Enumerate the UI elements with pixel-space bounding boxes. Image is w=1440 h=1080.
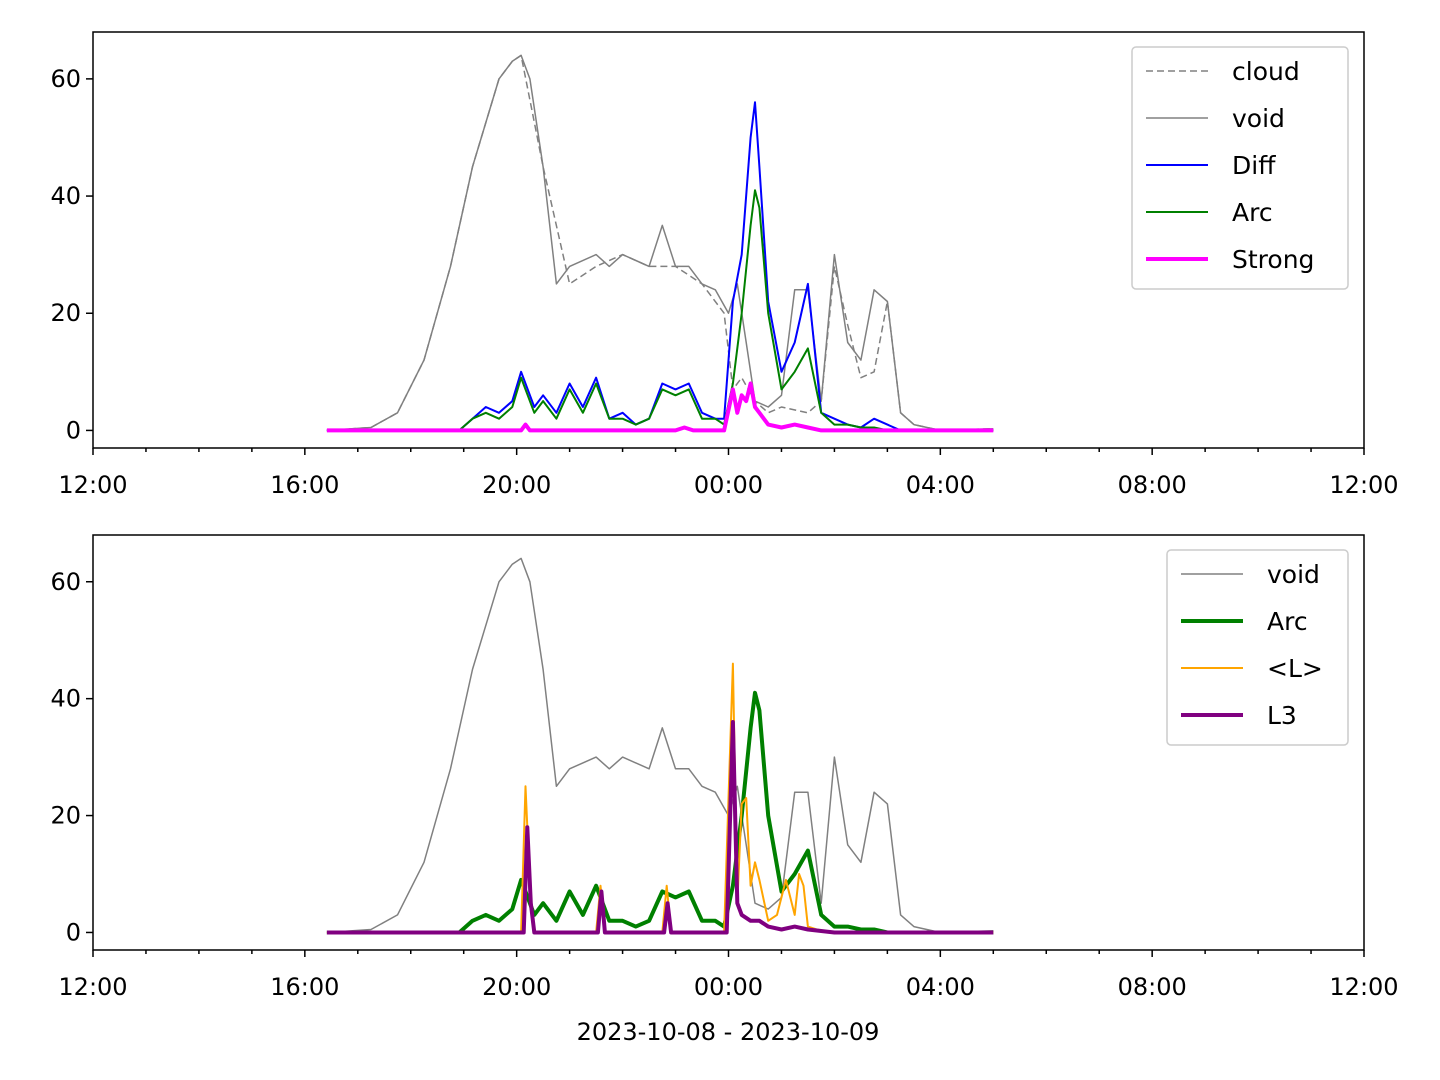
legend-label: <L> <box>1267 654 1323 683</box>
x-tick-label: 04:00 <box>906 973 975 1001</box>
x-tick-label: 08:00 <box>1118 973 1187 1001</box>
legend: void Arc <L> L3 <box>1166 549 1349 746</box>
series-line-cloud <box>326 54 994 432</box>
x-tick-label: 20:00 <box>482 973 551 1001</box>
series-line-diff <box>326 101 994 432</box>
x-tick-label: 16:00 <box>270 471 339 499</box>
legend-label: Arc <box>1267 607 1308 636</box>
series-line-void <box>326 54 994 432</box>
x-tick-label: 12:00 <box>58 973 127 1001</box>
y-tick-label: 60 <box>50 568 81 596</box>
legend-box <box>1166 549 1349 746</box>
x-tick-label: 00:00 <box>694 973 763 1001</box>
x-tick-label: 16:00 <box>270 973 339 1001</box>
x-tick-label: 04:00 <box>906 471 975 499</box>
legend: cloud void Diff Arc Strong <box>1131 46 1349 290</box>
y-tick-label: 40 <box>50 685 81 713</box>
y-tick-label: 20 <box>50 299 81 327</box>
x-tick-label: 12:00 <box>1329 973 1398 1001</box>
series-line-strong <box>326 381 994 433</box>
legend-label: Strong <box>1232 245 1314 274</box>
series-line-arc <box>326 189 994 432</box>
x-axis-label: 2023-10-08 - 2023-10-09 <box>577 1018 880 1046</box>
x-tick-label: 08:00 <box>1118 471 1187 499</box>
x-tick-label: 12:00 <box>58 471 127 499</box>
y-tick-label: 40 <box>50 182 81 210</box>
bottom-panel: 0 20 40 60 12:00 16:00 20:00 00:00 04:00 08:00 12:… <box>50 534 1399 1001</box>
x-tick-label: 12:00 <box>1329 471 1398 499</box>
legend-label: void <box>1267 560 1320 589</box>
x-tick-label: 20:00 <box>482 471 551 499</box>
y-tick-label: 0 <box>66 918 81 946</box>
legend-label: Diff <box>1232 151 1276 180</box>
y-tick-label: 0 <box>66 416 81 444</box>
legend-label: cloud <box>1232 57 1300 86</box>
y-tick-label: 60 <box>50 65 81 93</box>
top-panel: 0 20 40 60 12:00 16:00 20:00 00:00 04:00 08:00 12:… <box>50 31 1399 499</box>
y-tick-label: 20 <box>50 802 81 830</box>
legend-label: Arc <box>1232 198 1273 227</box>
x-tick-label: 00:00 <box>694 471 763 499</box>
legend-label: void <box>1232 104 1285 133</box>
series-line-arc <box>326 690 994 935</box>
legend-label: L3 <box>1267 701 1297 730</box>
series-line-l3 <box>326 720 994 935</box>
legend-box <box>1131 46 1349 290</box>
series-line-void <box>326 557 994 934</box>
